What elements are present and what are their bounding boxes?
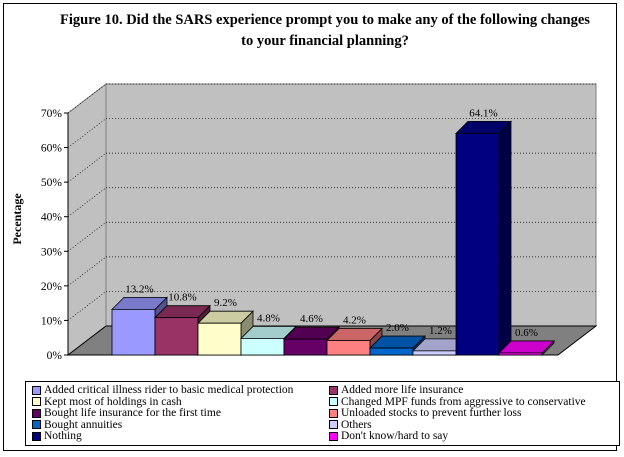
gridline-side [67, 118, 107, 148]
data-label: 13.2% [125, 283, 153, 295]
y-tick-label: 20% [41, 281, 63, 293]
legend-item: Added critical illness rider to basic me… [32, 384, 293, 396]
legend-label: Nothing [44, 430, 82, 443]
legend-item: Kept most of holdings in cash [32, 396, 182, 408]
y-tick-label: 50% [41, 177, 63, 189]
legend-item: Added more life insurance [329, 384, 463, 396]
bar [111, 308, 156, 356]
chart-frame [3, 3, 617, 451]
legend-swatch [329, 408, 338, 418]
gridline-side [67, 291, 107, 321]
legend-label: Unloaded stocks to prevent further loss [341, 407, 522, 420]
bar [197, 322, 242, 356]
bar [283, 338, 328, 356]
gridline-side [67, 256, 107, 287]
legend-label: Don't know/hard to say [341, 430, 449, 443]
data-label: 4.2% [343, 314, 366, 326]
data-label: 9.2% [214, 297, 237, 309]
y-tick-label: 10% [41, 315, 63, 327]
data-label: 10.8% [168, 292, 196, 304]
bar [369, 347, 414, 356]
legend: Added critical illness rider to basic me… [25, 381, 620, 446]
chart-title: Figure 10. Did the SARS experience promp… [60, 12, 590, 49]
bar [455, 132, 500, 356]
data-label: 4.6% [300, 313, 323, 325]
bar [412, 350, 457, 356]
legend-swatch [32, 385, 41, 395]
bar-side [498, 120, 512, 356]
data-label: 2.0% [386, 322, 409, 334]
legend-item: Don't know/hard to say [329, 430, 448, 442]
bar [498, 352, 543, 356]
legend-swatch [329, 420, 338, 430]
bar [240, 338, 285, 356]
plot-side-wall [67, 82, 107, 357]
legend-swatch [329, 397, 338, 407]
legend-swatch [32, 397, 41, 407]
legend-item: Bought life insurance for the first time [32, 407, 221, 419]
data-label: 4.8% [257, 312, 280, 324]
legend-label: Added critical illness rider to basic me… [44, 384, 294, 396]
gridline-side [67, 187, 107, 217]
gridline-side [67, 83, 107, 114]
gridline-side [67, 222, 107, 252]
y-tick-label: 30% [41, 246, 63, 258]
legend-item: Changed MPF funds from aggressive to con… [329, 396, 586, 408]
legend-label: Kept most of holdings in cash [44, 395, 182, 408]
legend-label: Bought annuities [44, 418, 123, 431]
legend-swatch [32, 431, 41, 441]
legend-swatch [32, 420, 41, 430]
legend-item: Unloaded stocks to prevent further loss [329, 407, 521, 419]
legend-label: Others [341, 418, 372, 431]
data-label: 1.2% [429, 325, 452, 337]
legend-swatch [32, 408, 41, 418]
bar [154, 317, 199, 356]
legend-item: Bought annuities [32, 419, 122, 431]
gridline-side [67, 152, 107, 183]
legend-label: Bought life insurance for the first time [44, 407, 221, 420]
y-tick-label: 0% [47, 350, 63, 362]
y-tick-label: 60% [41, 143, 63, 155]
legend-label: Changed MPF funds from aggressive to con… [341, 395, 586, 408]
legend-label: Added more life insurance [341, 384, 464, 396]
legend-item: Others [329, 419, 372, 431]
legend-item: Nothing [32, 430, 82, 442]
y-tick-label: 40% [41, 212, 63, 224]
bar [326, 340, 371, 356]
plot-back-wall [105, 83, 597, 327]
legend-swatch [329, 431, 338, 441]
data-label: 64.1% [469, 107, 497, 119]
y-tick-label: 70% [41, 108, 63, 120]
data-label: 0.6% [515, 327, 538, 339]
legend-swatch [329, 385, 338, 395]
